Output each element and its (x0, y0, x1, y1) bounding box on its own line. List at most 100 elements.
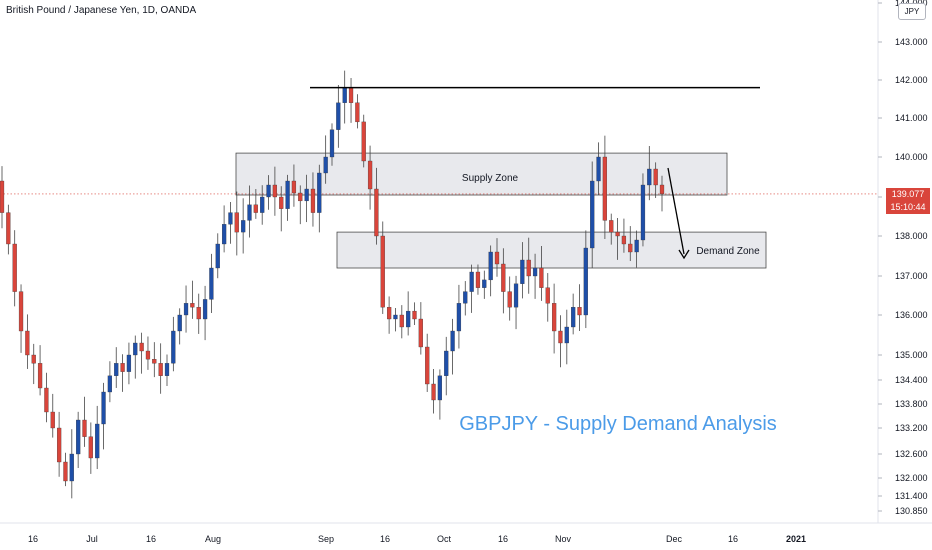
candle-up (266, 184, 271, 198)
candle-up (164, 363, 170, 376)
price-tick-label: 143.000 (895, 37, 928, 47)
candle-down (355, 102, 360, 123)
candle-up (488, 251, 493, 281)
currency-badge[interactable]: JPY (898, 3, 926, 20)
candle-up (583, 247, 588, 316)
candle-up (285, 180, 290, 209)
price-tick-label: 135.000 (895, 350, 928, 360)
candle-down (475, 271, 481, 288)
candle-down (50, 411, 55, 429)
candle-up (183, 303, 189, 316)
candle-up (469, 271, 474, 292)
candle-down (234, 212, 239, 233)
candle-down (196, 307, 201, 320)
candle-down (380, 235, 385, 308)
price-tick-label: 138.000 (895, 231, 928, 241)
candle-up (532, 267, 538, 277)
candle-down (291, 180, 297, 194)
candle-up (247, 204, 252, 221)
time-axis-label: Nov (555, 534, 572, 544)
candle-down (44, 387, 49, 413)
candle-down (6, 212, 11, 245)
candle-up (202, 299, 208, 320)
candle-down (88, 436, 93, 459)
candle-up (317, 172, 322, 213)
candle-down (374, 188, 379, 237)
candle-up (304, 188, 309, 202)
bar-countdown-tag: 15:10:44 (886, 200, 930, 214)
candle-down (120, 363, 125, 372)
candle-up (101, 391, 106, 425)
price-tick-label: 137.000 (895, 271, 928, 281)
current-price-tag: 139.077 (886, 187, 930, 201)
candle-down (298, 192, 303, 202)
time-axis-label: 16 (728, 534, 738, 544)
price-tick-label: 132.600 (895, 449, 928, 459)
time-axis-label: Oct (437, 534, 452, 544)
time-axis-label: 16 (28, 534, 38, 544)
candle-up (95, 423, 100, 459)
projection-arrow-head (678, 249, 690, 260)
time-axis-label: Sep (318, 534, 334, 544)
time-axis-label: 2021 (786, 534, 806, 544)
candle-down (272, 184, 278, 198)
candle-down (279, 196, 284, 209)
chart-headline: GBPJPY - Supply Demand Analysis (459, 413, 777, 435)
candle-down (12, 243, 17, 292)
projection-arrow-line (667, 167, 685, 255)
candle-up (482, 279, 487, 288)
candle-down (37, 363, 43, 389)
candle-down (621, 235, 627, 245)
candle-up (133, 342, 138, 356)
candle-down (158, 363, 163, 376)
candle-down (551, 303, 557, 332)
candle-down (545, 287, 550, 304)
candle-up (329, 129, 335, 158)
candle-up (444, 350, 449, 376)
price-tick-label: 134.400 (895, 375, 928, 385)
candle-up (520, 259, 525, 284)
candle-down (526, 259, 531, 277)
candle-up (177, 314, 182, 332)
candle-up (241, 220, 246, 233)
chart-title: British Pound / Japanese Yen, 1D, OANDA (6, 5, 197, 16)
candle-down (152, 359, 157, 364)
candle-up (640, 184, 646, 241)
candle-down (628, 243, 633, 253)
time-axis-label: Jul (86, 534, 98, 544)
candle-down (0, 180, 5, 213)
candle-down (139, 342, 144, 352)
price-tick-label: 140.000 (895, 152, 928, 162)
demand-zone-label: Demand Zone (696, 246, 760, 257)
candle-down (82, 419, 87, 437)
candle-up (69, 453, 74, 482)
candle-up (342, 87, 347, 103)
candle-down (18, 291, 24, 332)
candle-up (571, 307, 576, 328)
candle-down (577, 307, 582, 316)
candle-down (558, 330, 563, 344)
price-tick-label: 133.200 (895, 423, 928, 433)
candle-down (425, 346, 430, 385)
candle-down (348, 87, 354, 103)
candle-up (564, 326, 569, 344)
candle-down (367, 160, 373, 190)
candle-down (539, 267, 544, 288)
candle-down (494, 251, 500, 265)
candle-up (323, 156, 328, 174)
price-tick-label: 130.850 (895, 506, 928, 516)
price-tick-label: 142.000 (895, 75, 928, 85)
candle-up (228, 212, 233, 225)
candle-up (221, 224, 227, 245)
candle-down (399, 314, 404, 328)
time-axis-label: Aug (205, 534, 221, 544)
price-tick-label: 131.400 (895, 491, 928, 501)
price-tick-label: 133.800 (895, 399, 928, 409)
time-axis-label: 16 (146, 534, 156, 544)
candle-down (412, 310, 417, 320)
candle-down (56, 427, 62, 463)
candle-down (507, 291, 512, 308)
candle-up (456, 303, 462, 332)
